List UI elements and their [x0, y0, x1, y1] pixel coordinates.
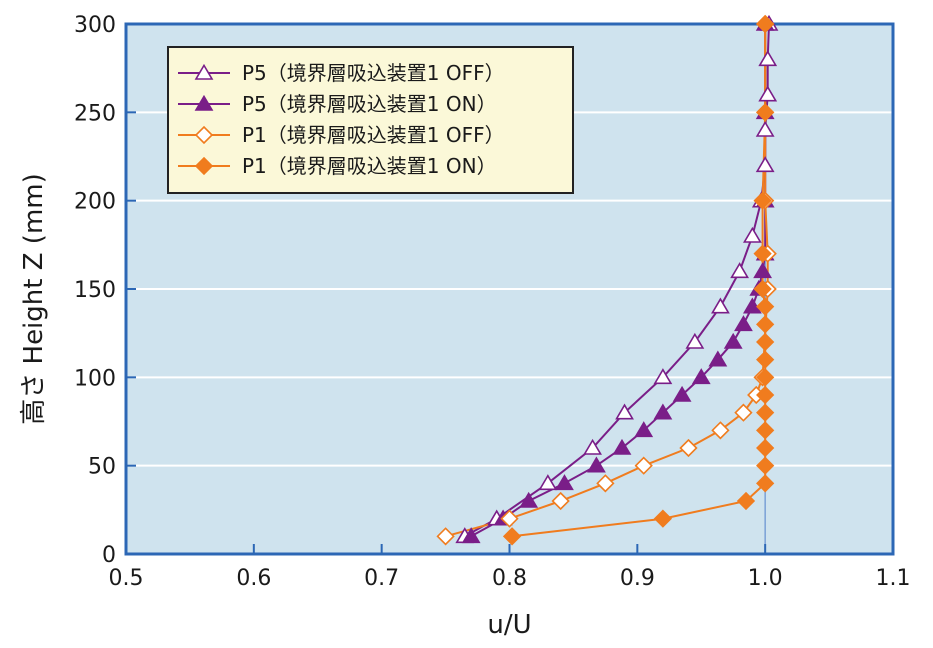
- data-point-series-1: [634, 421, 654, 438]
- data-point-series-3: [753, 244, 772, 263]
- data-point-series-1: [587, 456, 606, 473]
- y-axis-title: 高さ Height Z (mm): [19, 173, 49, 425]
- data-point-series-0: [730, 262, 749, 279]
- data-point-series-3: [756, 385, 775, 405]
- legend-label-2: P1（境界層吸込装置1 OFF）: [242, 123, 505, 147]
- legend-label-3: P1（境界層吸込装置1 ON）: [242, 154, 497, 178]
- data-point-series-0: [758, 85, 778, 102]
- data-point-series-3: [753, 279, 772, 299]
- data-point-series-3: [756, 332, 775, 352]
- data-point-series-3: [756, 474, 775, 493]
- x-tick-label: 0.5: [109, 566, 144, 591]
- data-point-series-3: [653, 509, 673, 528]
- data-point-series-3: [756, 103, 775, 122]
- x-tick-label: 0.8: [492, 566, 527, 591]
- y-tick-label: 200: [74, 190, 116, 215]
- data-point-series-3: [756, 14, 775, 34]
- data-point-series-2: [679, 438, 698, 458]
- y-tick-label: 50: [88, 455, 116, 480]
- legend-marker-0: [194, 63, 214, 80]
- data-point-series-1: [519, 491, 539, 508]
- data-point-series-3: [756, 438, 775, 458]
- data-point-series-0: [755, 156, 775, 173]
- x-tick-label: 0.6: [236, 566, 271, 591]
- y-tick-label: 300: [74, 13, 116, 38]
- legend-marker-2: [194, 125, 214, 145]
- legend-marker-3: [194, 156, 214, 176]
- data-point-series-0: [755, 120, 775, 137]
- data-point-series-1: [753, 262, 773, 279]
- y-tick-label: 0: [102, 543, 116, 568]
- data-point-series-0: [653, 368, 673, 385]
- data-point-series-2: [436, 527, 455, 546]
- data-point-series-3: [756, 403, 775, 422]
- data-point-series-3: [756, 368, 775, 387]
- data-point-series-3: [756, 297, 775, 316]
- y-tick-label: 250: [74, 101, 116, 126]
- data-point-series-0: [685, 332, 705, 349]
- x-tick-label: 0.7: [364, 566, 399, 591]
- data-point-series-0: [711, 297, 730, 314]
- data-point-series-1: [723, 332, 743, 349]
- data-point-series-2: [634, 456, 653, 475]
- x-tick-label: 1.0: [748, 566, 783, 591]
- data-point-series-3: [502, 527, 522, 546]
- data-point-series-0: [742, 226, 762, 243]
- x-axis-title: u/U: [487, 610, 531, 640]
- data-point-series-1: [555, 474, 574, 491]
- y-tick-label: 100: [74, 366, 116, 391]
- data-point-series-1: [734, 315, 753, 332]
- data-point-series-3: [756, 456, 775, 475]
- data-point-series-2: [596, 474, 615, 493]
- data-point-series-1: [672, 385, 692, 402]
- data-point-series-2: [711, 421, 730, 440]
- x-tick-label: 1.1: [876, 566, 911, 591]
- data-point-series-1: [691, 368, 711, 385]
- data-point-series-0: [615, 403, 634, 420]
- data-point-series-2: [734, 403, 753, 422]
- data-point-series-0: [583, 438, 602, 455]
- data-point-series-2: [500, 509, 519, 528]
- data-point-series-2: [551, 491, 570, 511]
- data-point-series-1: [612, 438, 632, 455]
- data-point-series-1: [653, 403, 673, 420]
- x-tick-label: 0.9: [620, 566, 655, 591]
- legend-label-0: P5（境界層吸込装置1 OFF）: [242, 61, 505, 85]
- data-point-series-1: [742, 297, 762, 314]
- data-point-series-0: [538, 474, 558, 491]
- data-point-series-3: [756, 421, 775, 440]
- data-point-series-3: [756, 350, 775, 369]
- data-point-series-3: [736, 491, 756, 511]
- legend-marker-1: [194, 94, 214, 111]
- legend-label-1: P5（境界層吸込装置1 ON）: [242, 92, 497, 116]
- data-point-series-1: [461, 527, 481, 544]
- y-tick-label: 150: [74, 278, 116, 303]
- legend-box: [167, 46, 574, 194]
- data-point-series-0: [758, 50, 778, 67]
- data-point-series-3: [753, 191, 772, 210]
- data-point-series-3: [756, 315, 775, 334]
- data-point-series-1: [708, 350, 728, 367]
